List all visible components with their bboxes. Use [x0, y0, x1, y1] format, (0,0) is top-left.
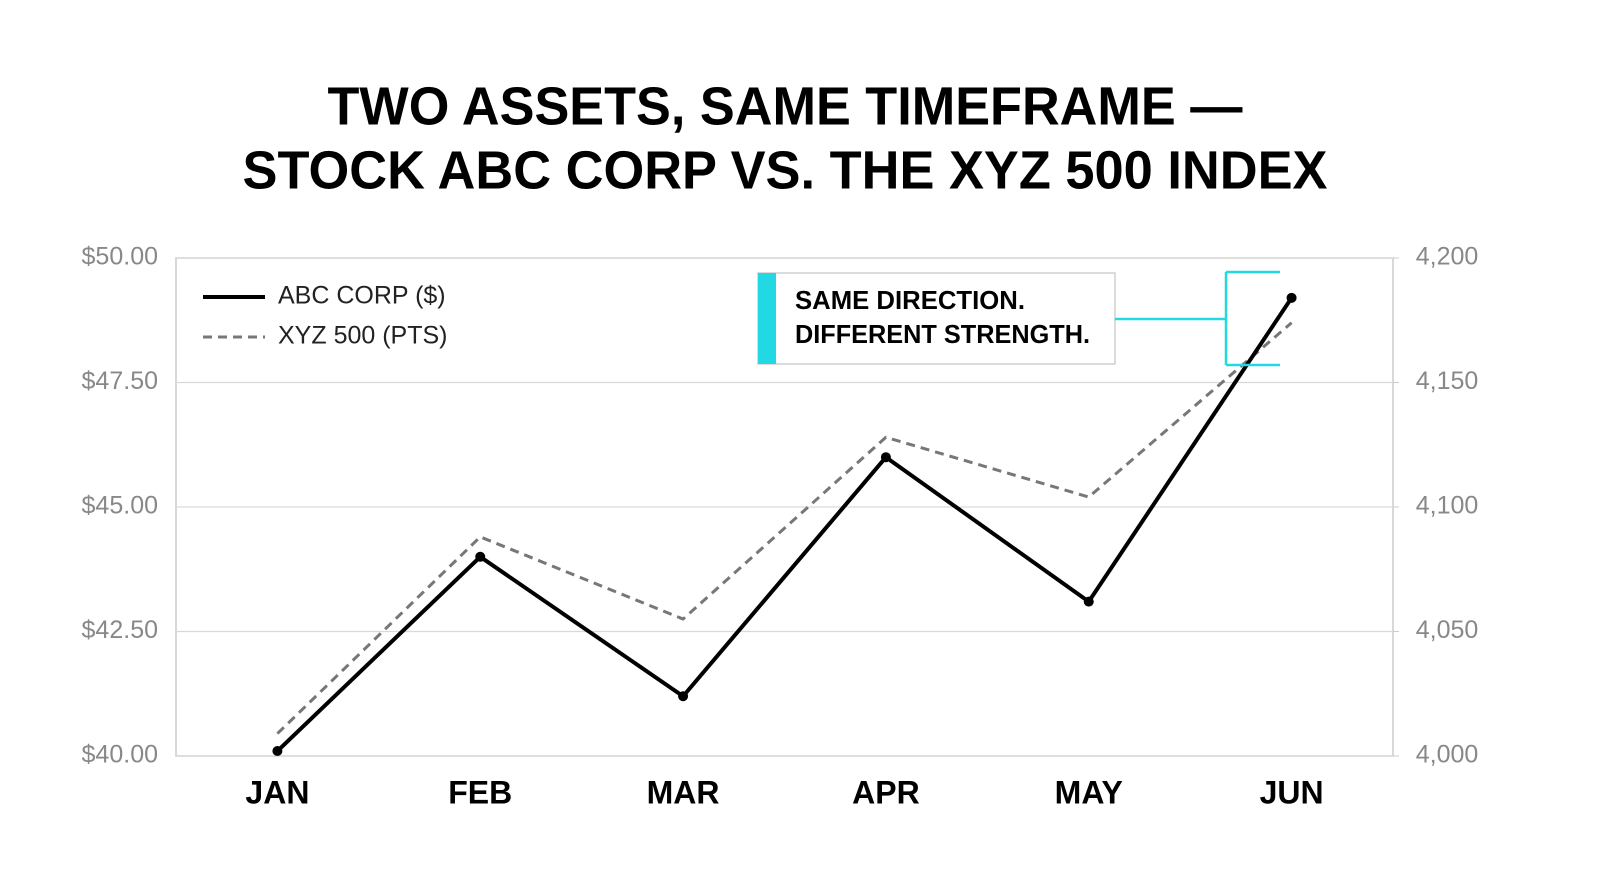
point: [272, 746, 283, 757]
point: [1083, 596, 1094, 607]
y2-tick-label: 4,200: [1416, 243, 1479, 271]
y-tick-label: $50.00: [82, 243, 158, 271]
series-line: [276, 321, 1293, 735]
point: [678, 691, 689, 702]
point: [880, 452, 891, 463]
annotation: SAME DIRECTION. DIFFERENT STRENGTH.: [757, 270, 1280, 367]
y2-tick-label: 4,150: [1416, 367, 1479, 395]
grid: [176, 257, 1399, 757]
legend-label: ABC CORP ($): [278, 282, 446, 310]
chart-title: TWO ASSETS, SAME TIMEFRAME —: [328, 76, 1243, 136]
x-tick-label: APR: [852, 774, 920, 810]
annotation-accent: [758, 273, 776, 364]
y-tick-label: $45.00: [82, 492, 158, 520]
x-tick-label: MAR: [647, 774, 720, 810]
series-line: [276, 296, 1294, 753]
y2-tick-label: 4,100: [1416, 492, 1479, 520]
annotation-text: DIFFERENT STRENGTH.: [795, 319, 1090, 349]
annotation-bracket: [1115, 270, 1280, 367]
legend-label: XYZ 500 (PTS): [278, 322, 448, 350]
y2-tick-label: 4,050: [1416, 616, 1479, 644]
lines: [272, 292, 1297, 757]
y2-tick-label: 4,000: [1416, 741, 1479, 769]
x-tick-label: FEB: [448, 774, 512, 810]
annotation-text: SAME DIRECTION.: [795, 285, 1025, 315]
y-tick-label: $47.50: [82, 367, 158, 395]
point: [1286, 292, 1297, 303]
x-tick-label: JUN: [1260, 774, 1324, 810]
legend: ABC CORP ($) XYZ 500 (PTS): [203, 282, 448, 350]
x-tick-label: JAN: [245, 774, 309, 810]
annotation-box: [757, 272, 1116, 365]
y-tick-label: $40.00: [82, 741, 158, 769]
point: [475, 551, 486, 562]
chart-title: STOCK ABC CORP VS. THE XYZ 500 INDEX: [243, 140, 1328, 200]
y-tick-label: $42.50: [82, 616, 158, 644]
x-tick-label: MAY: [1055, 774, 1123, 810]
